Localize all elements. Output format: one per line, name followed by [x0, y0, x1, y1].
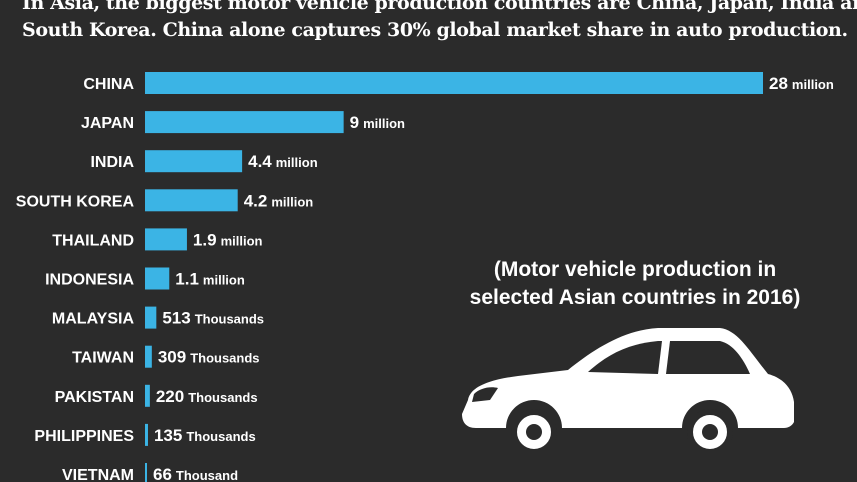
- category-label: PAKISTAN: [55, 389, 134, 406]
- car-icon: [462, 328, 794, 450]
- data-label-value: 9: [350, 113, 359, 132]
- data-label-unit: million: [792, 77, 834, 92]
- subtitle-line-1: (Motor vehicle production in: [493, 258, 777, 281]
- data-label-unit: Thousand: [176, 468, 238, 482]
- data-label-unit: million: [221, 233, 263, 248]
- intro-line-2: South Korea. China alone captures 30% gl…: [22, 19, 848, 41]
- category-label: SOUTH KOREA: [16, 193, 135, 210]
- data-label-value: 66: [153, 465, 172, 482]
- data-label-value: 220: [156, 387, 184, 406]
- data-label: 28 million: [769, 74, 834, 93]
- bar: [145, 267, 170, 290]
- bar: [145, 150, 243, 173]
- data-label: 135 Thousands: [154, 426, 256, 445]
- data-label: 513 Thousands: [162, 309, 264, 328]
- bar: [145, 463, 147, 482]
- data-label: 1.9 million: [193, 230, 263, 249]
- category-label: CHINA: [83, 76, 134, 93]
- intro-text: In Asia, the biggest motor vehicle produ…: [22, 0, 857, 44]
- data-label: 4.2 million: [244, 191, 314, 210]
- bar: [145, 72, 763, 94]
- subtitle-line-2: selected Asian countries in 2016): [469, 286, 801, 309]
- bar: [145, 189, 238, 212]
- data-label-unit: Thousands: [186, 429, 255, 444]
- category-label: THAILAND: [52, 232, 134, 249]
- data-label: 220 Thousands: [156, 387, 258, 406]
- data-label: 4.4 million: [248, 152, 318, 171]
- data-label-value: 513: [162, 309, 190, 328]
- category-label: TAIWAN: [72, 350, 134, 367]
- data-label-value: 4.2: [244, 191, 268, 210]
- data-label-value: 1.1: [175, 270, 199, 289]
- data-label-unit: million: [276, 155, 318, 170]
- bar: [145, 111, 344, 134]
- data-label-value: 4.4: [248, 152, 272, 171]
- bar: [145, 423, 148, 446]
- data-label-unit: Thousands: [188, 390, 257, 405]
- data-label-unit: Thousands: [190, 351, 259, 366]
- bar: [145, 228, 187, 251]
- data-label: 309 Thousands: [158, 348, 260, 367]
- category-label: INDIA: [90, 154, 134, 171]
- data-label-value: 1.9: [193, 230, 217, 249]
- intro-line-1: In Asia, the biggest motor vehicle produ…: [22, 0, 857, 14]
- category-label: MALAYSIA: [52, 311, 135, 328]
- data-label: 66 Thousand: [153, 465, 238, 482]
- category-label: JAPAN: [81, 115, 134, 132]
- data-label: 1.1 million: [175, 270, 245, 289]
- data-label-value: 309: [158, 348, 186, 367]
- chart-subtitle: (Motor vehicle production in selected As…: [455, 256, 815, 312]
- data-label-value: 135: [154, 426, 182, 445]
- data-label-unit: Thousands: [195, 312, 264, 327]
- data-label-unit: million: [363, 116, 405, 131]
- data-label-unit: million: [203, 273, 245, 288]
- bar: [145, 345, 152, 368]
- category-label: PHILIPPINES: [34, 428, 134, 445]
- data-label: 9 million: [350, 113, 405, 132]
- category-label: INDONESIA: [45, 272, 134, 289]
- bar: [145, 384, 150, 407]
- data-label-value: 28: [769, 74, 788, 93]
- bar: [145, 306, 157, 329]
- data-label-unit: million: [271, 194, 313, 209]
- category-label: VIETNAM: [62, 467, 134, 482]
